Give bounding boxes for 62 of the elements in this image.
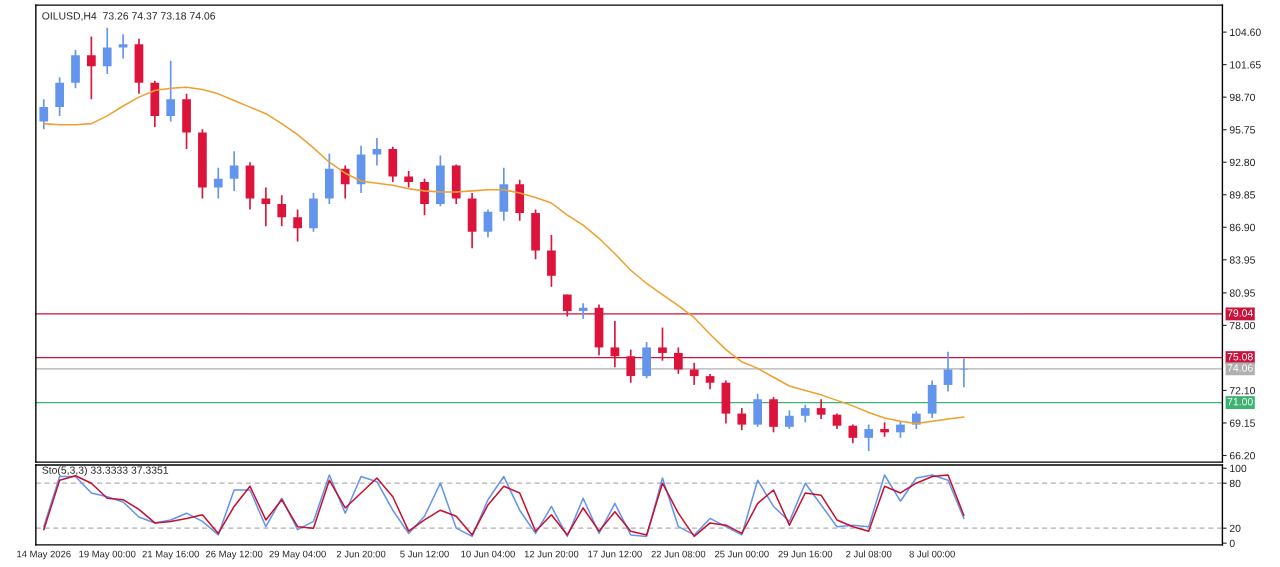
y-tick-label: 80 (1229, 479, 1241, 488)
text: OILUSD,H4 73.26 74.37 73.18 74.06 (42, 12, 216, 21)
candlestick (943, 351, 953, 393)
ref-line-label: 79.04 (1227, 309, 1253, 317)
candlestick (816, 398, 826, 420)
x-tick-label: 14 May 2026 (17, 550, 71, 560)
y-tick-label: 95.75 (1229, 126, 1255, 134)
x-tick-label: 2 Jun 20:00 (336, 550, 386, 558)
candlestick (689, 362, 699, 386)
chart-title: Sto(5,3,3) 33.3333 37.3351 (42, 466, 169, 476)
candlestick (610, 320, 620, 369)
x-tick-label: 29 Jun 16:00 (778, 550, 833, 558)
y-tick-label: 86.90 (1229, 223, 1255, 232)
y-tick-label: 78.00 (1229, 321, 1255, 330)
candlestick (39, 98, 49, 130)
ref-line-label: 74.06 (1227, 364, 1253, 372)
candlestick (166, 59, 176, 123)
y-tick-label: 83.95 (1229, 256, 1255, 264)
y-tick-label: 101.65 (1230, 61, 1261, 69)
x-tick-label: 12 Jun 20:00 (524, 550, 579, 558)
y-tick-label: 69.15 (1229, 419, 1255, 427)
x-tick-label: 19 May 00:00 (79, 550, 136, 560)
candlestick (483, 208, 493, 239)
y-tick-label: 66.20 (1229, 451, 1255, 460)
y-tick-label: 92.80 (1229, 158, 1255, 167)
y-tick-label: 0 (1229, 539, 1235, 548)
y-tick-label: 89.85 (1229, 191, 1255, 199)
candlestick (626, 348, 636, 384)
y-tick-label: 20 (1229, 524, 1241, 533)
x-tick-label: 29 May 04:00 (269, 550, 326, 560)
x-tick-label: 25 Jun 00:00 (714, 550, 769, 558)
y-tick-label: 98.70 (1229, 93, 1255, 102)
candlestick (213, 166, 223, 200)
candlestick (229, 150, 239, 192)
x-tick-label: 5 Jun 12:00 (400, 550, 449, 558)
candlestick (658, 326, 667, 362)
candlestick (87, 35, 96, 101)
candlestick (293, 208, 302, 243)
x-tick-label: 21 May 16:00 (142, 550, 199, 560)
candlestick (737, 407, 747, 431)
y-tick-label: 80.95 (1229, 289, 1255, 297)
candlestick (848, 423, 858, 445)
x-tick-label: 26 May 12:00 (206, 550, 263, 560)
line-series (43, 474, 965, 538)
candlestick (864, 423, 874, 452)
x-tick-label: 8 Jul 00:00 (909, 550, 955, 558)
candlestick (118, 33, 128, 60)
candlestick (578, 302, 588, 320)
candlestick (102, 26, 112, 75)
candlestick (277, 194, 287, 227)
y-tick-label: 100 (1230, 464, 1247, 473)
y-tick-label: 104.60 (1230, 28, 1261, 36)
x-tick-label: 17 Jun 12:00 (588, 550, 642, 558)
candlestick (673, 346, 683, 375)
ref-line-label: 75.08 (1227, 353, 1253, 361)
ref-line-label: 71.00 (1227, 397, 1253, 406)
x-tick-label: 10 Jun 04:00 (461, 550, 515, 558)
candlestick (785, 409, 794, 430)
x-tick-label: 22 Jun 08:00 (651, 550, 706, 558)
candlestick (420, 177, 429, 216)
y-tick-label: 72.10 (1229, 386, 1255, 395)
x-tick-label: 2 Jul 08:00 (846, 550, 892, 558)
